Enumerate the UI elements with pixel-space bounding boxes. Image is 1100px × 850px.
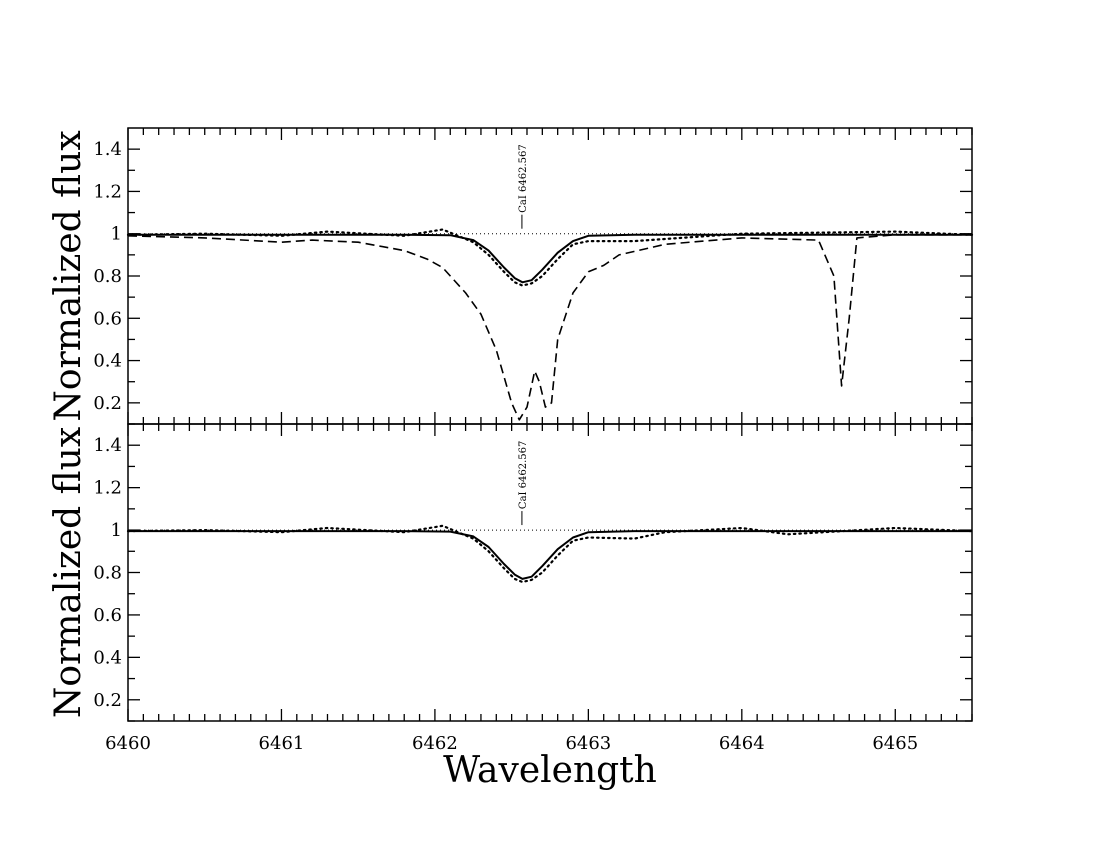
y-axis-title-top: Normalized flux bbox=[48, 130, 89, 421]
series-solid-line bbox=[128, 233, 972, 284]
y-tick-label: 0.4 bbox=[93, 647, 122, 668]
y-tick-label: 0.2 bbox=[93, 393, 122, 414]
y-tick-label: 1.2 bbox=[93, 181, 122, 202]
y-tick-label: 1.4 bbox=[93, 435, 122, 456]
y-tick-label: 0.4 bbox=[93, 351, 122, 372]
panel-bottom: 0.2 0.4 0.6 0.8 1 1.2 1.4 6460 6461 6462 6463 6464 6… bbox=[48, 423, 974, 754]
x-axis-title: Wavelength bbox=[443, 750, 657, 791]
line-id-label: CaI 6462.567 bbox=[518, 441, 529, 509]
y-tick-label: 1 bbox=[111, 224, 122, 245]
x-tick-label: 6464 bbox=[719, 733, 765, 754]
plot-frame-top bbox=[127, 127, 973, 425]
series-dotted-line bbox=[126, 228, 974, 287]
x-tick-label: 6462 bbox=[412, 733, 458, 754]
y-tick-label: 1.4 bbox=[93, 139, 122, 160]
x-tick-label: 6461 bbox=[259, 733, 305, 754]
x-tick-label: 6460 bbox=[105, 733, 151, 754]
y-tick-label: 0.6 bbox=[93, 308, 122, 329]
y-tick-label: 0.6 bbox=[93, 605, 122, 626]
y-tick-label: 0.8 bbox=[93, 266, 122, 287]
y-tick-label: 1 bbox=[111, 520, 122, 541]
series-dotted-line bbox=[126, 524, 974, 584]
line-id-label: CaI 6462.567 bbox=[518, 144, 529, 212]
y-tick-label: 1.2 bbox=[93, 478, 122, 499]
y-tick-label: 0.8 bbox=[93, 563, 122, 584]
plot-frame-bottom bbox=[127, 423, 973, 722]
y-tick-label: 0.2 bbox=[93, 690, 122, 711]
series-dashed-line bbox=[127, 234, 972, 421]
series-solid-line bbox=[128, 530, 972, 580]
x-tick-label: 6465 bbox=[872, 733, 918, 754]
x-tick-label: 6463 bbox=[565, 733, 611, 754]
y-axis-title-bottom: Normalized flux bbox=[48, 427, 89, 718]
